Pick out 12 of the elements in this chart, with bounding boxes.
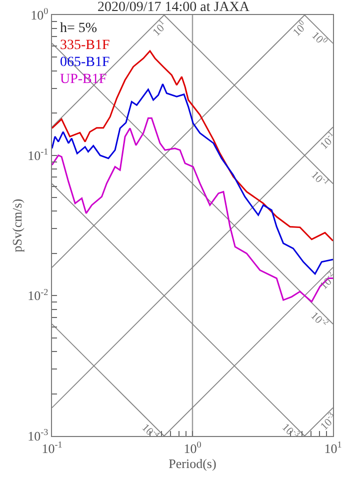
x-axis-title: Period(s) (168, 456, 216, 471)
y-axis-title: pSv(cm/s) (10, 198, 25, 252)
text: 065-B1F (60, 55, 110, 70)
series-label: 335-B1F (60, 38, 110, 53)
y-tick-label: 10$^{-2}$ (28, 286, 49, 304)
chart-title: 2020/09/17 14:00 at JAXA (97, 0, 250, 16)
x-tick-label: 10$^{1}$ (324, 439, 342, 456)
y-tick-label: 10$^{0}$ (30, 6, 49, 23)
x-tick-label: 10$^{0}$ (184, 439, 202, 456)
annotation: h= 5% (60, 21, 98, 36)
text: UP-B1F (60, 72, 107, 87)
y-tick-label: 10$^{-1}$ (28, 146, 48, 163)
